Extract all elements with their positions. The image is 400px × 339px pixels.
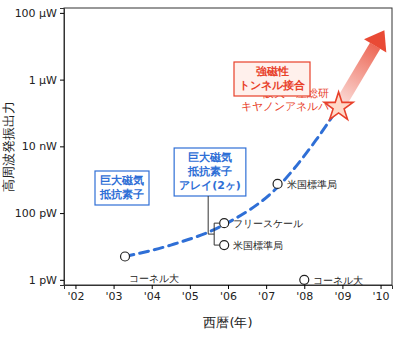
tick-label: '05 [182,290,199,303]
x-tick: '03 [106,285,123,303]
annotation-text: 抵抗素子 [99,188,144,201]
x-tick: '05 [182,285,199,303]
tick-mark [190,285,191,289]
annotation-box [95,171,149,205]
tick-mark [228,285,229,289]
trend-arrow [339,46,376,107]
y-tick: 10 nW [22,140,64,153]
chart: '02 '03 '04 '05 '06 '07 '08 '09 '10 1 pW 100 pW 10 … [0,0,400,339]
x-axis-title: 西暦(年) [203,315,252,330]
y-tick: 100 μW [15,7,64,20]
point [220,241,229,250]
tick-mark [152,285,153,289]
y-tick: 1 pW [29,274,64,287]
annotation-text: アレイ(2ヶ) [179,179,241,192]
tick-label: '02 [67,290,84,303]
annotation-box [174,148,246,196]
labels: コーネル大フリースケール米国標準局米国標準局コーネル大阪大・産総研キヤノンアネル… [129,87,363,286]
x-tick: '08 [296,285,313,303]
point-label: コーネル大 [129,273,179,284]
marks [121,30,387,284]
axis-line [65,286,393,290]
annotation-text: 抵抗素子 [187,165,232,178]
annotation: 巨大磁気抵抗素子 [95,171,149,205]
annotation-text: トンネル接合 [239,79,306,92]
point-label: 米国標準局 [233,240,283,251]
tick-mark [60,80,64,81]
tick-mark [60,280,64,281]
x-tick: '09 [334,285,351,303]
axis-line [60,9,65,286]
point-label: フリースケール [233,218,303,229]
y-axis: 1 pW 100 pW 10 nW 1 μW 100 μW [15,7,65,287]
y-tick: 100 pW [15,207,64,220]
x-tick: '06 [220,285,237,303]
bracket [208,196,219,245]
annotation: 巨大磁気抵抗素子アレイ(2ヶ) [174,148,246,196]
tick-label: 100 μW [15,7,57,20]
tick-label: '10 [373,290,390,303]
tick-mark [304,285,305,289]
point-label: キヤノンアネルバ [241,100,330,112]
tick-label: '06 [220,290,237,303]
y-axis-title: 高周波発振出力 [1,101,16,192]
x-tick: '04 [144,285,161,303]
point [121,252,130,261]
x-axis: '02 '03 '04 '05 '06 '07 '08 '09 '10 [65,285,393,303]
x-tick: '02 [67,285,84,303]
annotation-text: 巨大磁気 [188,151,232,164]
tick-mark [60,13,64,14]
point-label: コーネル大 [313,275,363,286]
tick-label: '08 [296,290,313,303]
point [273,179,282,188]
tick-mark [266,285,267,289]
x-tick: '07 [258,285,275,303]
tick-label: '03 [106,290,123,303]
tick-label: '09 [334,290,351,303]
annotation-box [234,62,310,96]
plot-frame [64,8,392,285]
annotation-text: 巨大磁気 [100,174,144,187]
annotation-text: 強磁性 [256,65,289,78]
trend-line [125,107,339,256]
annotations: 巨大磁気抵抗素子巨大磁気抵抗素子アレイ(2ヶ)強磁性トンネル接合 [95,62,310,205]
tick-label: '04 [144,290,161,303]
tick-label: 1 pW [29,274,57,287]
tick-mark [60,213,64,214]
x-tick: '10 [373,285,390,303]
tick-label: 1 μW [29,74,57,87]
y-tick: 1 μW [29,74,64,87]
point-label: 米国標準局 [287,179,337,190]
tick-mark [114,285,115,289]
tick-mark [75,285,76,289]
point [300,275,309,284]
tick-mark [381,285,382,289]
point [220,219,229,228]
arrow-head [364,30,386,52]
tick-label: 10 nW [22,140,57,153]
tick-label: '07 [258,290,275,303]
annotation: 強磁性トンネル接合 [234,62,310,96]
tick-mark [60,146,64,147]
tick-label: 100 pW [15,207,57,220]
